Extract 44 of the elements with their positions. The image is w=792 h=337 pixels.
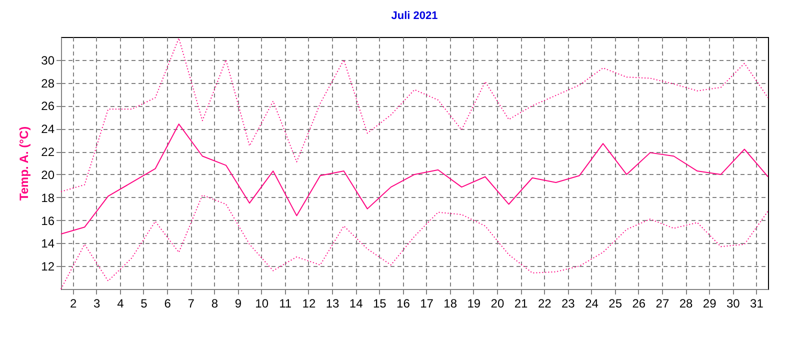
y-tick-label: 16	[41, 214, 55, 228]
x-tick-label: 19	[467, 296, 481, 310]
x-tick-label: 20	[490, 296, 504, 310]
x-tick-label: 7	[188, 296, 195, 310]
x-tick-label: 16	[396, 296, 410, 310]
line-series	[60, 38, 768, 192]
x-tick-label: 22	[538, 296, 552, 310]
x-tick-label: 12	[302, 296, 316, 310]
x-tick-label: 31	[750, 296, 764, 310]
y-tick-label: 18	[41, 190, 55, 205]
x-tick-label: 11	[279, 296, 292, 310]
x-tick-label: 9	[234, 296, 242, 310]
x-tick-label: 5	[140, 296, 148, 310]
y-tick-label: 24	[41, 122, 55, 136]
y-axis-title: Temp. A. (°C)	[17, 126, 32, 201]
x-tick-label: 27	[656, 296, 670, 310]
x-tick-label: 30	[726, 296, 740, 310]
y-tick-label: 26	[41, 99, 55, 114]
x-tick-label: 14	[349, 296, 364, 310]
chart-title: Juli 2021	[391, 10, 438, 22]
line-series	[60, 124, 768, 235]
x-tick-label: 26	[632, 296, 646, 310]
x-tick-label: 18	[444, 296, 458, 310]
x-tick-label: 2	[70, 296, 77, 310]
x-tick-label: 15	[372, 296, 387, 310]
y-tick-label: 30	[41, 53, 55, 68]
x-tick-label: 10	[255, 296, 269, 310]
x-tick-label: 24	[585, 296, 599, 310]
x-tick-label: 13	[326, 296, 340, 310]
y-tick-label: 12	[41, 260, 55, 274]
y-tick-label: 22	[41, 145, 55, 160]
x-tick-label: 25	[608, 296, 622, 310]
x-tick-label: 17	[420, 296, 434, 310]
x-tick-label: 6	[164, 296, 172, 310]
x-tick-label: 3	[94, 296, 101, 310]
x-tick-label: 8	[211, 296, 218, 310]
y-tick-label: 28	[41, 76, 55, 90]
x-tick-label: 21	[514, 296, 528, 310]
x-tick-label: 29	[702, 296, 717, 310]
y-tick-label: 20	[41, 168, 55, 182]
y-tick-label: 14	[41, 236, 55, 251]
x-tick-label: 28	[679, 296, 694, 310]
x-tick-label: 23	[562, 296, 576, 310]
x-tick-label: 4	[117, 296, 124, 310]
